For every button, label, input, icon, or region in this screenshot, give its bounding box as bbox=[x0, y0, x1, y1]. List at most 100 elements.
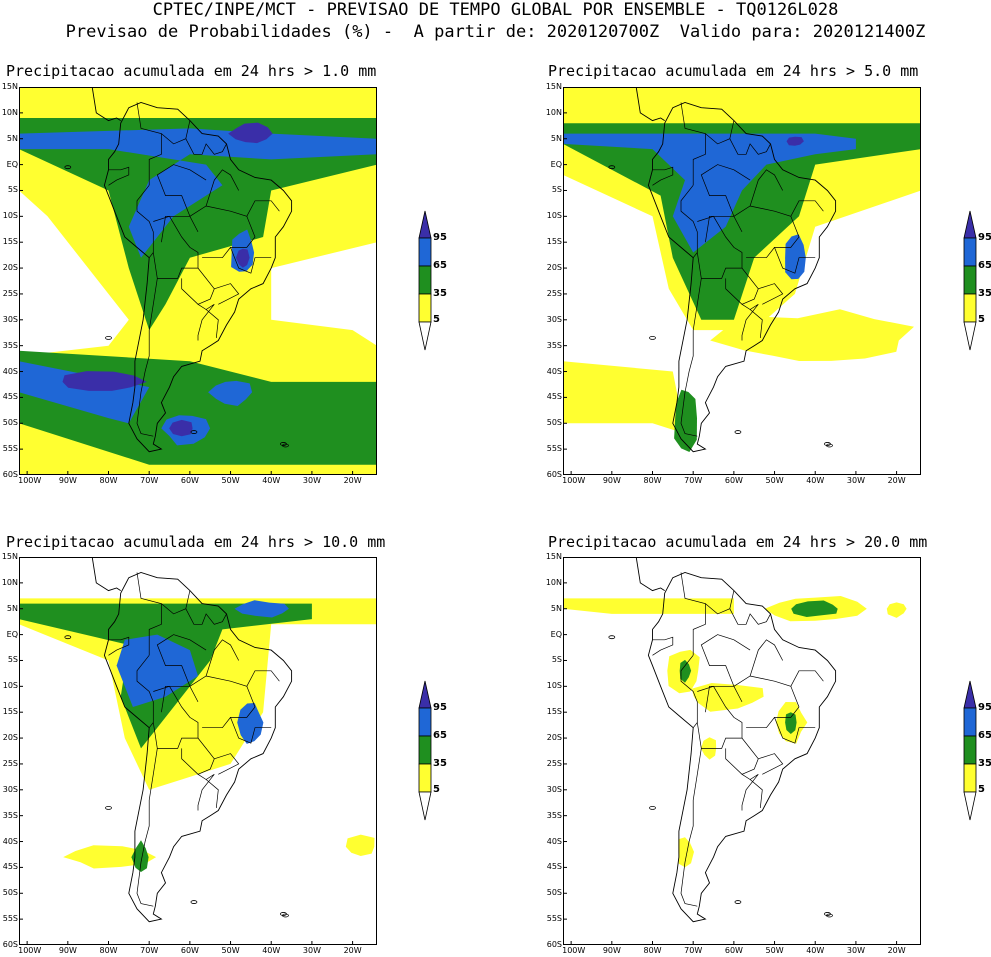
y-tick-label: 25S bbox=[546, 758, 562, 768]
colorbar-label: 5 bbox=[978, 784, 985, 795]
coastline bbox=[647, 572, 837, 923]
y-tick-label: 60S bbox=[546, 940, 562, 949]
map-panel-3 bbox=[19, 557, 377, 945]
country-border bbox=[705, 120, 735, 145]
probability-area-35 bbox=[131, 840, 149, 872]
country-border bbox=[161, 120, 191, 145]
probability-area-5 bbox=[710, 309, 914, 361]
x-tick-label: 40W bbox=[262, 476, 281, 485]
country-border bbox=[741, 304, 759, 341]
y-tick-label: 50S bbox=[546, 888, 562, 898]
x-tick-label: 90W bbox=[602, 946, 621, 955]
map-panel-4 bbox=[563, 557, 921, 945]
y-tick-label: EQ bbox=[550, 629, 562, 639]
panel-4-title: Precipitacao acumulada em 24 hrs > 20.0 … bbox=[548, 533, 928, 551]
map-frame bbox=[19, 87, 377, 475]
probability-area-5 bbox=[678, 837, 694, 868]
map-panel-1 bbox=[19, 87, 377, 475]
probability-area-35 bbox=[791, 600, 838, 617]
coastline-central-america bbox=[635, 87, 665, 122]
country-border bbox=[733, 205, 800, 259]
country-border bbox=[749, 779, 763, 808]
colorbar-2 bbox=[963, 210, 977, 352]
island bbox=[649, 806, 656, 810]
country-border bbox=[108, 636, 130, 656]
x-tick-label: 20W bbox=[343, 476, 362, 485]
y-tick-label: 35S bbox=[2, 340, 18, 350]
country-border bbox=[790, 670, 824, 687]
y-tick-label: 15S bbox=[2, 707, 18, 717]
y-tick-label: 5S bbox=[551, 655, 562, 665]
y-tick-label: 40S bbox=[546, 366, 562, 376]
country-border bbox=[136, 572, 162, 656]
probability-area-65 bbox=[19, 128, 377, 258]
y-tick-label: 5N bbox=[550, 133, 562, 143]
figure-title-line-1: CPTEC/INPE/MCT - PREVISAO DE TEMPO GLOBA… bbox=[152, 0, 839, 20]
colorbar-bottom-arrow bbox=[418, 321, 432, 351]
colorbar-segment bbox=[418, 763, 432, 793]
country-border bbox=[189, 675, 256, 729]
x-tick-label: 50W bbox=[765, 476, 784, 485]
x-tick-label: 30W bbox=[846, 946, 865, 955]
y-tick-label: 45S bbox=[2, 862, 18, 872]
country-border bbox=[652, 636, 674, 656]
country-border bbox=[205, 169, 240, 207]
country-border bbox=[161, 685, 199, 713]
coastline bbox=[103, 572, 293, 923]
colorbar-segment bbox=[963, 707, 977, 737]
country-border bbox=[246, 670, 280, 687]
island bbox=[190, 430, 198, 434]
colorbar-label: 65 bbox=[433, 730, 447, 741]
colorbar-label: 65 bbox=[433, 260, 447, 271]
country-border bbox=[725, 737, 759, 775]
colorbar-segment bbox=[963, 735, 977, 765]
x-tick-label: 60W bbox=[724, 946, 743, 955]
x-tick-label: 80W bbox=[99, 946, 118, 955]
country-border bbox=[185, 138, 227, 155]
coastline bbox=[103, 102, 293, 453]
country-border bbox=[152, 215, 199, 279]
y-tick-label: 60S bbox=[546, 470, 562, 479]
x-tick-label: 40W bbox=[262, 946, 281, 955]
y-tick-label: 45S bbox=[546, 392, 562, 402]
y-tick-label: 5N bbox=[550, 603, 562, 613]
x-tick-label: 20W bbox=[887, 476, 906, 485]
colorbar-label: 95 bbox=[978, 702, 991, 713]
island bbox=[64, 635, 72, 640]
probability-area-95 bbox=[235, 248, 250, 268]
x-tick-label: 100W bbox=[562, 946, 586, 955]
colorbar-4 bbox=[963, 680, 977, 822]
y-tick-label: 5S bbox=[7, 185, 18, 195]
island bbox=[280, 912, 287, 916]
country-border bbox=[680, 185, 698, 258]
y-tick-label: 15N bbox=[1, 82, 18, 91]
x-tick-label: 50W bbox=[765, 946, 784, 955]
y-tick-label: 5S bbox=[7, 655, 18, 665]
coastline-central-america bbox=[91, 87, 121, 122]
y-tick-label: 10N bbox=[545, 107, 562, 117]
probability-area-95 bbox=[62, 371, 147, 391]
country-border bbox=[758, 753, 784, 775]
y-tick-label: 5N bbox=[6, 603, 18, 613]
colorbar-bottom-arrow bbox=[418, 791, 432, 821]
country-border bbox=[729, 608, 771, 625]
x-tick-label: 50W bbox=[221, 476, 240, 485]
probability-area-35 bbox=[563, 123, 921, 320]
colorbar-label: 35 bbox=[433, 288, 447, 299]
country-border bbox=[749, 169, 784, 207]
island bbox=[190, 900, 198, 904]
country-border bbox=[700, 634, 751, 687]
probability-area-95 bbox=[786, 136, 804, 146]
y-tick-label: 10S bbox=[2, 211, 18, 221]
x-tick-label: 50W bbox=[221, 946, 240, 955]
probability-area-65 bbox=[19, 361, 150, 424]
y-tick-label: 10S bbox=[546, 211, 562, 221]
x-tick-label: 80W bbox=[99, 476, 118, 485]
y-tick-label: 55S bbox=[2, 444, 18, 454]
country-border bbox=[205, 309, 219, 338]
x-tick-label: 30W bbox=[302, 476, 321, 485]
panel-1-title: Precipitacao acumulada em 24 hrs > 1.0 m… bbox=[6, 62, 377, 80]
x-tick-label: 70W bbox=[684, 946, 703, 955]
y-tick-label: 55S bbox=[546, 444, 562, 454]
y-tick-label: 35S bbox=[546, 340, 562, 350]
